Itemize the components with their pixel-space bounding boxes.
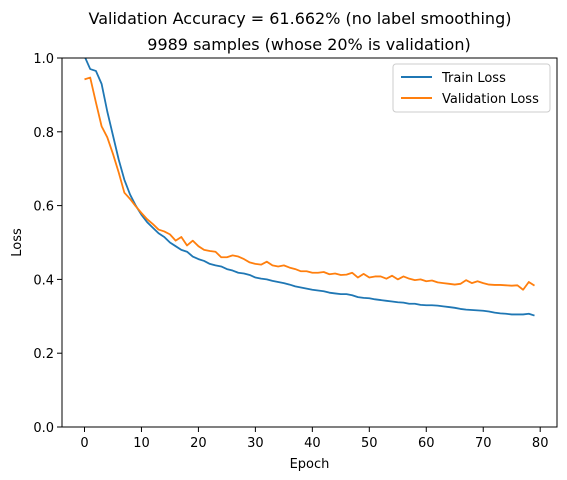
legend-label-train: Train Loss [441,71,506,86]
x-tick-label: 70 [475,436,492,451]
series-layer [84,58,535,317]
x-axis-label: Epoch [290,457,330,472]
y-tick-label: 0.2 [33,347,54,362]
y-tick-label: 0.0 [33,421,54,436]
series-line-1 [84,76,535,291]
plot-frame [61,57,558,428]
y-tick-label: 0.8 [33,126,54,141]
x-tick-label: 20 [190,436,207,451]
x-tick-label: 40 [304,436,321,451]
chart-title: Validation Accuracy = 61.662% (no label … [89,9,512,28]
y-axis-label: Loss [10,228,25,257]
x-tick-label: 60 [418,436,435,451]
x-tick-label: 10 [133,436,150,451]
legend-box [392,63,551,113]
chart-subtitle: 9989 samples (whose 20% is validation) [147,35,470,54]
x-tick-label: 50 [361,436,378,451]
y-tick-label: 0.6 [33,200,54,215]
x-tick-label: 30 [247,436,264,451]
y-tick-label: 0.4 [33,273,54,288]
legend-label-validation: Validation Loss [442,92,539,107]
x-tick-label: 80 [532,436,549,451]
legend: Train Loss Validation Loss [392,63,551,113]
series-line-0 [84,58,535,317]
x-tick-label: 0 [80,436,88,451]
y-tick-label: 1.0 [33,52,54,67]
tick-layer: 0 10 20 30 40 50 60 70 80 0.0 0.2 0.4 0.6 0.8 1.0 [33,52,548,451]
